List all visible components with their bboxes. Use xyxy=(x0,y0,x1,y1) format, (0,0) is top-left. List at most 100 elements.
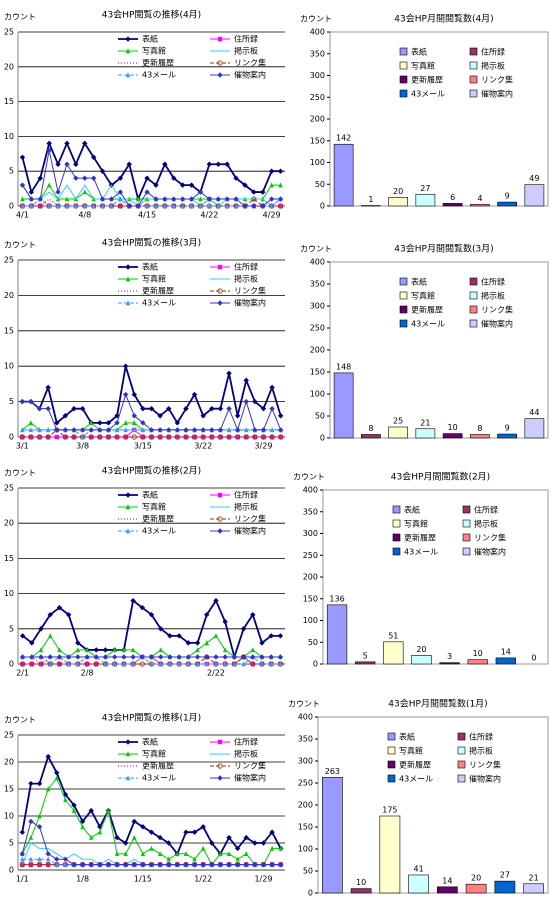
y-tick-label: 350 xyxy=(303,507,318,516)
y-axis-label: カウント xyxy=(288,700,320,709)
point xyxy=(251,196,257,202)
y-tick-label: 15 xyxy=(4,785,14,794)
point xyxy=(186,661,191,667)
value-label: 5 xyxy=(363,651,368,660)
point xyxy=(260,189,266,195)
point xyxy=(121,647,127,653)
point xyxy=(252,427,258,433)
point xyxy=(62,434,68,440)
legend-label: 掲示板 xyxy=(469,746,493,756)
point xyxy=(183,427,189,433)
point xyxy=(55,189,61,195)
y-tick-label: 0 xyxy=(320,202,325,211)
point xyxy=(268,633,274,639)
point xyxy=(28,196,35,202)
point xyxy=(28,420,34,426)
point xyxy=(64,196,70,202)
point xyxy=(206,161,213,167)
point xyxy=(20,196,25,202)
bar xyxy=(388,197,408,207)
point xyxy=(200,861,206,868)
point xyxy=(122,861,129,868)
point xyxy=(194,640,201,646)
legend-label: 催物案内 xyxy=(234,773,266,783)
point xyxy=(135,203,141,209)
point xyxy=(277,168,284,174)
point xyxy=(183,434,189,440)
value-label: 0 xyxy=(531,654,536,663)
y-tick-label: 20 xyxy=(4,62,14,71)
point xyxy=(28,856,34,862)
point xyxy=(243,398,249,405)
point xyxy=(37,862,42,867)
point xyxy=(242,203,248,209)
point xyxy=(45,427,51,433)
legend-label: 更新履歴 xyxy=(411,305,443,315)
value-label: 175 xyxy=(382,806,397,815)
y-tick-label: 350 xyxy=(298,735,313,744)
y-tick-label: 350 xyxy=(310,49,325,58)
y-tick-label: 25 xyxy=(4,731,14,740)
point xyxy=(63,797,68,802)
point xyxy=(224,161,230,167)
y-tick-label: 200 xyxy=(310,346,325,355)
point xyxy=(174,861,181,868)
bar xyxy=(379,815,401,894)
point xyxy=(234,845,241,852)
x-tick-label: 1/1 xyxy=(16,875,29,884)
legend-label: 住所録 xyxy=(234,490,258,500)
value-label: 8 xyxy=(477,424,482,433)
point xyxy=(250,612,256,618)
point xyxy=(64,161,70,167)
point xyxy=(114,420,120,426)
series-line xyxy=(22,184,281,200)
point xyxy=(232,661,237,667)
legend-label: 43メール xyxy=(404,548,438,557)
point xyxy=(105,861,112,868)
point xyxy=(195,661,200,667)
point xyxy=(55,203,61,209)
y-tick-label: 20 xyxy=(4,519,14,528)
point xyxy=(260,405,267,412)
point xyxy=(191,861,198,868)
point xyxy=(132,420,137,426)
chart-title: 43会HP閲覧の推移(2月) xyxy=(102,465,201,477)
plot-frame xyxy=(329,261,549,439)
legend-label: 写真館 xyxy=(142,502,166,512)
point xyxy=(213,654,219,660)
legend-label: 催物案内 xyxy=(234,70,266,80)
legend-label: リンク集 xyxy=(474,533,506,543)
point xyxy=(97,434,103,440)
point xyxy=(29,203,34,209)
point xyxy=(102,647,109,653)
point xyxy=(130,647,136,653)
y-tick-label: 150 xyxy=(310,136,325,145)
series-line xyxy=(21,777,281,866)
point xyxy=(233,196,239,202)
point xyxy=(222,661,228,667)
point xyxy=(122,363,129,369)
point xyxy=(222,647,228,653)
y-tick-label: 250 xyxy=(298,779,313,788)
point xyxy=(191,391,198,398)
legend-marker xyxy=(125,739,131,745)
point xyxy=(158,661,163,667)
legend-swatch xyxy=(462,547,471,556)
chart-title: 43会HP月間閲覧数(1月) xyxy=(388,698,487,710)
legend-label: 表紙 xyxy=(411,277,427,287)
y-tick-label: 15 xyxy=(4,97,14,106)
point xyxy=(79,861,86,868)
point xyxy=(114,434,120,440)
y-tick-label: 25 xyxy=(4,256,14,265)
point xyxy=(117,203,123,209)
value-label: 41 xyxy=(414,864,424,873)
legend-swatch xyxy=(469,277,478,286)
legend-label: 43メール xyxy=(142,774,176,783)
value-label: 21 xyxy=(420,418,430,427)
point xyxy=(71,405,77,412)
bar xyxy=(322,776,343,894)
point xyxy=(93,661,99,667)
point xyxy=(269,384,275,391)
legend-marker xyxy=(125,751,131,757)
point xyxy=(278,661,283,667)
